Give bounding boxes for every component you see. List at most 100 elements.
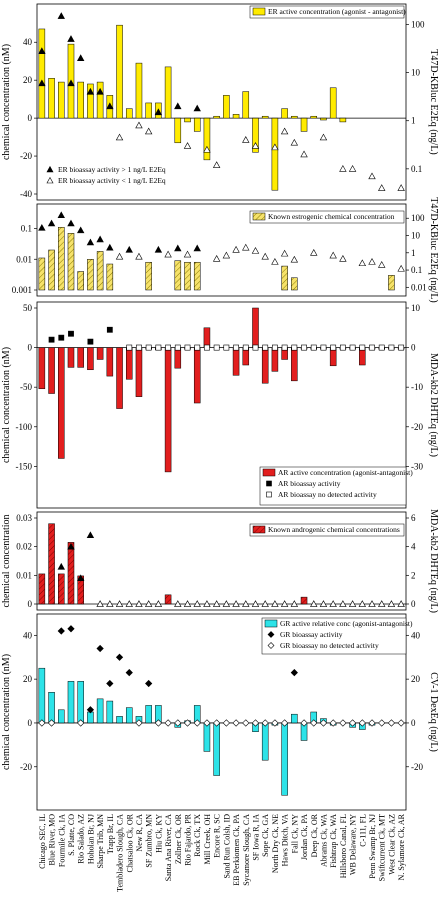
right-tick-label: 100 [411, 213, 425, 223]
left-tick-label: 50 [23, 303, 33, 313]
bioassay-marker [136, 344, 142, 351]
bioassay-marker [310, 600, 318, 607]
site-label: WB Delaware, NY [349, 814, 358, 875]
bioassay-marker [397, 184, 405, 191]
bar [145, 102, 152, 119]
bioassay-marker [96, 87, 104, 95]
bioassay-marker [319, 719, 328, 727]
right-tick-label: 1 [411, 116, 416, 126]
bar [58, 81, 65, 119]
bioassay-marker [106, 102, 114, 110]
left-tick-label: 40 [23, 630, 33, 640]
bioassay-marker [232, 719, 240, 727]
bioassay-marker [47, 219, 56, 227]
bar [58, 347, 65, 459]
bar [96, 698, 104, 724]
bar [261, 115, 269, 119]
left-axis-label: chemical concentration [1, 514, 12, 607]
bioassay-marker [398, 344, 405, 351]
bioassay-marker [397, 264, 405, 272]
bioassay-marker [106, 679, 114, 688]
bioassay-marker [329, 600, 337, 607]
right-axis-label: CV-1 DexEq (ng/L) [428, 672, 438, 752]
site-label: S. Platte, CO [67, 814, 76, 856]
bioassay-marker [368, 600, 376, 607]
bioassay-marker [271, 257, 279, 265]
bar [184, 261, 191, 291]
bar [203, 722, 211, 752]
left-tick-label: -40 [20, 189, 32, 199]
site-label: Tembladero Slough, CA [116, 814, 125, 892]
bar [145, 261, 152, 291]
bar [145, 705, 152, 724]
legend-marker [266, 480, 272, 487]
bioassay-marker [86, 87, 95, 95]
right-tick-label: 2 [411, 570, 416, 580]
legend-swatch [264, 619, 278, 628]
bioassay-marker [242, 243, 250, 251]
bioassay-marker [378, 261, 386, 268]
bar [38, 28, 46, 119]
bioassay-marker [280, 600, 289, 607]
site-label: N. Sylamore Ck, AR [397, 813, 406, 880]
bioassay-marker [378, 184, 386, 191]
bioassay-marker [378, 719, 386, 727]
bioassay-marker [144, 127, 153, 135]
bioassay-marker [165, 344, 171, 351]
bioassay-marker [232, 600, 240, 607]
left-tick-label: 0 [28, 113, 33, 123]
right-axis-label: T47D-KBluc E2Eq (ng/L) [428, 197, 438, 303]
bioassay-marker [135, 252, 143, 260]
bioassay-marker [86, 531, 95, 539]
bar [271, 117, 279, 191]
bioassay-marker [194, 344, 201, 351]
bioassay-marker [349, 344, 356, 351]
bioassay-marker [368, 172, 376, 180]
bioassay-marker [203, 719, 211, 727]
left-tick-label: -150 [16, 461, 33, 471]
site-label: EB Perkiomen Ck, PA [232, 814, 241, 886]
bioassay-marker [174, 719, 182, 727]
bar [291, 713, 298, 724]
bioassay-marker [193, 104, 201, 112]
bioassay-marker [348, 165, 357, 172]
bioassay-marker [339, 254, 347, 262]
bioassay-marker [242, 136, 250, 143]
legend-label: GR bioassay activity [280, 630, 343, 639]
left-tick-label: 0 [28, 599, 33, 609]
bioassay-marker [183, 719, 192, 727]
bar [291, 115, 298, 119]
bioassay-marker [222, 251, 231, 259]
bioassay-marker [135, 719, 143, 727]
bar [48, 249, 55, 291]
left-tick-label: 0.01 [16, 570, 32, 580]
legend-marker [267, 642, 275, 649]
bioassay-marker [251, 600, 260, 607]
legend-label: ER bioassay activity > 1 ng/L E2Eq [58, 165, 166, 174]
site-label: Abrams Ck, WA [319, 814, 328, 867]
bioassay-marker [348, 600, 357, 607]
legend-marker [46, 165, 54, 173]
legend-label: Known estrogenic chemical concentration [268, 212, 395, 221]
bioassay-marker [68, 330, 74, 337]
right-tick-label: 10 [411, 303, 421, 313]
bar [300, 596, 308, 605]
bioassay-marker [203, 600, 211, 607]
bioassay-marker [67, 625, 75, 633]
bioassay-marker [67, 219, 75, 227]
plot-frame [36, 301, 407, 509]
bioassay-marker [251, 142, 260, 149]
legend-swatch [252, 7, 266, 16]
right-tick-label: 20 [411, 674, 421, 684]
bar [125, 108, 133, 119]
bar [271, 347, 279, 372]
bioassay-marker [76, 54, 85, 61]
bioassay-marker [359, 344, 366, 351]
bioassay-marker [115, 600, 124, 607]
bioassay-marker [271, 719, 279, 727]
bioassay-marker [213, 344, 220, 351]
bar [300, 117, 308, 132]
bioassay-marker [252, 344, 259, 351]
site-label: Mill Creek, OH [203, 814, 212, 865]
bioassay-marker [262, 344, 269, 351]
